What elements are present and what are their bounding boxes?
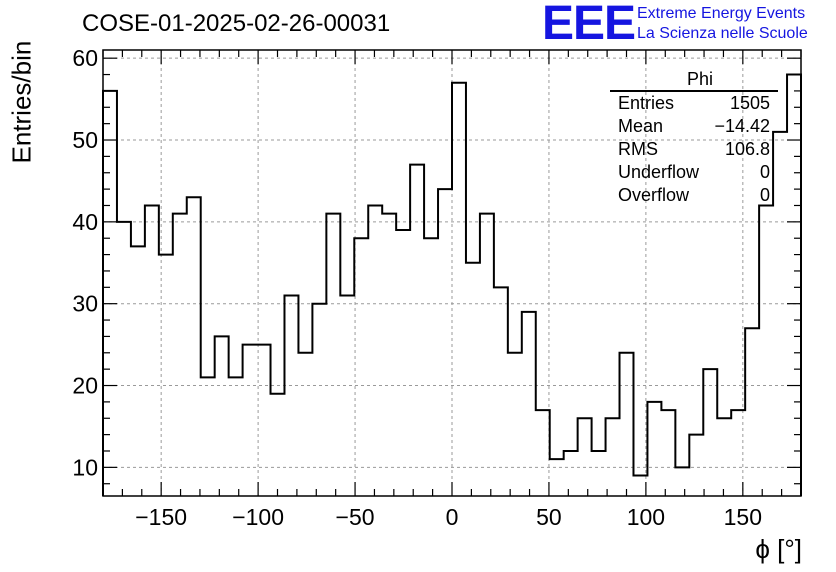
histogram-bin <box>201 377 215 496</box>
x-tick-label: −150 <box>135 504 187 530</box>
logo-line-2: La Scienza nelle Scuole <box>637 25 808 42</box>
histogram-bin <box>131 246 145 496</box>
y-axis-label: Entries/bin <box>6 40 37 164</box>
histogram-bin <box>284 296 298 496</box>
y-tick-label: 10 <box>72 454 98 480</box>
stats-value: 0 <box>759 162 770 182</box>
stats-row-rms: RMS 106.8 <box>610 138 778 161</box>
histogram-bin <box>159 255 173 496</box>
x-tick-label: 0 <box>446 504 459 530</box>
stats-row-overflow: Overflow 0 <box>610 184 778 207</box>
histogram-bin <box>731 410 745 496</box>
histogram-bin <box>326 214 340 496</box>
plot-frame <box>102 49 802 497</box>
x-axis-label: ϕ [°] <box>755 534 802 564</box>
histogram-bin <box>382 214 396 496</box>
histogram-bin <box>536 410 550 496</box>
x-tick-label: −50 <box>336 504 375 530</box>
histogram-bin <box>257 345 271 496</box>
histogram-bin <box>368 205 382 496</box>
histogram-bin <box>271 394 285 496</box>
histogram-bin <box>229 377 243 496</box>
histogram-bin <box>620 353 634 496</box>
histogram-bin <box>452 83 466 496</box>
histogram-bin <box>550 459 564 496</box>
histogram-outline <box>102 73 802 496</box>
histogram-bin <box>759 205 773 496</box>
stats-row-entries: Entries 1505 <box>610 92 778 115</box>
histogram-bin <box>396 230 410 496</box>
chart-title: COSE-01-2025-02-26-00031 <box>82 10 391 37</box>
eee-logo: EEE <box>542 0 636 50</box>
tick-labels: −150 −100 −50 0 50 100 150 10 20 30 40 50 60 <box>72 45 762 530</box>
stats-row-mean: Mean −14.42 <box>610 115 778 138</box>
histogram-bin <box>633 476 647 496</box>
histogram-bin <box>215 336 229 496</box>
stats-label: Entries <box>618 93 675 113</box>
x-tick-label: 150 <box>724 504 762 530</box>
histogram-bin <box>243 345 257 496</box>
y-tick-label: 20 <box>72 373 98 399</box>
histogram-bin <box>578 418 592 496</box>
histogram-bin <box>647 402 661 496</box>
x-tick-label: 50 <box>536 504 562 530</box>
histogram-bin <box>103 91 117 496</box>
histogram-bin <box>717 418 731 496</box>
histogram-bin <box>298 353 312 496</box>
logo-line-1: Extreme Energy Events <box>637 5 806 22</box>
histogram-bin <box>703 369 717 496</box>
histogram-bin <box>606 418 620 496</box>
stats-title: Phi <box>610 68 778 92</box>
histogram-bin <box>354 238 368 496</box>
histogram-bin <box>312 304 326 496</box>
histogram-bin <box>564 451 578 496</box>
histogram-bin <box>494 287 508 496</box>
y-tick-label: 40 <box>72 209 98 235</box>
histogram-bin <box>745 328 759 496</box>
histogram-bin <box>675 467 689 496</box>
stats-label: Underflow <box>618 162 700 182</box>
stats-value: 1505 <box>729 93 770 113</box>
stats-value: −14.42 <box>714 116 770 136</box>
y-tick-label: 60 <box>72 45 98 71</box>
histogram-bin <box>173 214 187 496</box>
histogram-bin <box>480 214 494 496</box>
y-tick-label: 50 <box>72 127 98 153</box>
histogram-bin <box>522 312 536 496</box>
stats-value: 0 <box>759 185 770 205</box>
histogram-bin <box>438 189 452 496</box>
histogram-bin <box>424 238 438 496</box>
stats-label: Overflow <box>618 185 690 205</box>
stats-label: RMS <box>618 139 658 159</box>
x-tick-label: −100 <box>232 504 284 530</box>
histogram-bin <box>187 197 201 496</box>
histogram-bin <box>410 165 424 496</box>
stats-row-underflow: Underflow 0 <box>610 161 778 184</box>
histogram-bin <box>466 263 480 496</box>
axis-ticks <box>102 50 802 496</box>
stats-box: Phi Entries 1505 Mean −14.42 RMS 106.8 U… <box>610 68 778 207</box>
histogram-bin <box>508 353 522 496</box>
x-tick-label: 100 <box>627 504 665 530</box>
stats-label: Mean <box>618 116 664 136</box>
stats-value: 106.8 <box>724 139 770 159</box>
histogram-bin <box>340 296 354 496</box>
histogram-bin <box>689 435 703 496</box>
y-tick-label: 30 <box>72 291 98 317</box>
histogram-bin <box>787 75 801 496</box>
histogram-bars <box>102 73 802 496</box>
histogram-bin <box>117 222 131 496</box>
histogram-bin <box>145 205 159 496</box>
histogram-bin <box>592 451 606 496</box>
histogram-bin <box>661 410 675 496</box>
